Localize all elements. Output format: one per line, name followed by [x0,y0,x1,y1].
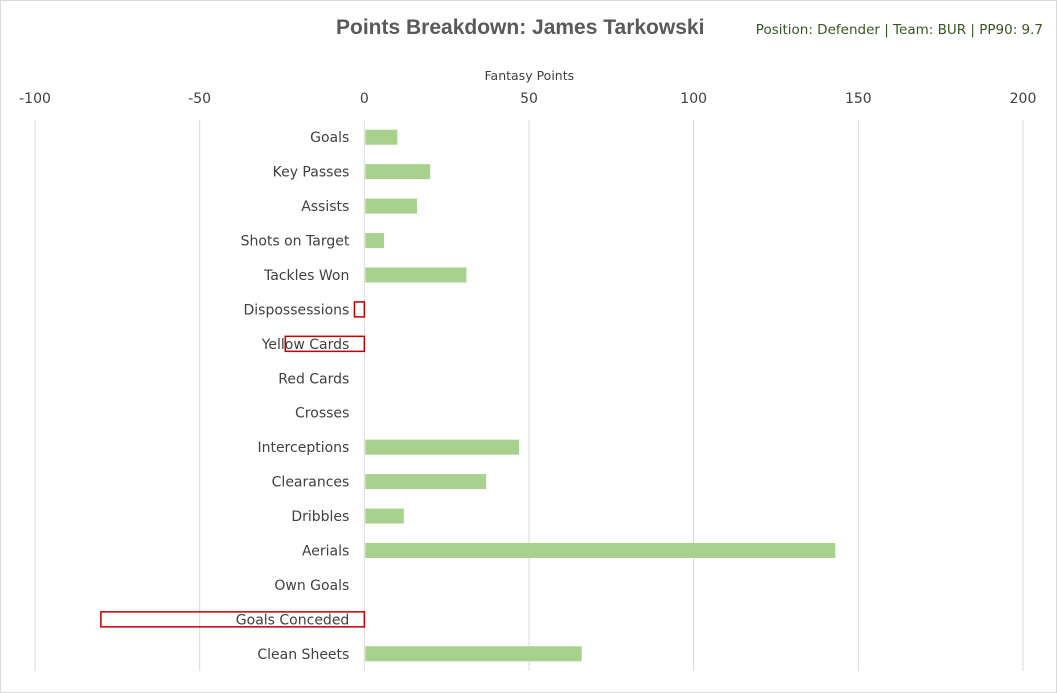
chart-title: Points Breakdown: James Tarkowski [336,16,705,39]
bar [365,646,582,662]
chart-subtitle: Position: Defender | Team: BUR | PP90: 9… [755,22,1043,38]
bar [365,198,418,214]
bar [365,233,385,249]
bar [365,267,467,283]
x-tick-label: -50 [188,91,211,107]
x-tick-label: 50 [520,91,538,107]
bar [365,474,487,490]
category-label: Interceptions [257,440,349,456]
bar [353,301,366,318]
category-label: Goals Conceded [236,612,350,628]
category-label: Clean Sheets [257,647,349,663]
gridlines [34,120,1024,671]
category-label: Own Goals [274,578,349,594]
category-label: Dribbles [291,509,349,525]
bar [365,164,431,180]
category-labels: Goals Key Passes Assists Shots on Target Tac… [236,130,350,663]
category-label: Red Cards [278,371,349,387]
bar [365,439,520,455]
category-label: Assists [301,199,349,215]
x-tick-label: 100 [680,91,707,107]
x-tick-label: -100 [19,91,51,107]
category-label: Key Passes [273,165,350,181]
category-label: Yellow Cards [261,337,350,353]
category-label: Crosses [295,406,349,422]
category-label: Dispossessions [244,302,350,318]
bar [100,611,366,628]
category-label: Tackles Won [263,268,349,284]
category-label: Aerials [302,543,349,559]
x-tick-labels: -100 -50 0 50 100 150 200 [19,91,1036,107]
category-label: Shots on Target [241,234,350,250]
bar [284,335,366,353]
bars [100,129,836,662]
bar [365,508,404,524]
bar [365,542,836,558]
x-tick-label: 150 [845,91,872,107]
category-label: Goals [310,130,349,146]
x-axis-title: Fantasy Points [485,68,575,83]
category-label: Clearances [272,475,350,491]
x-tick-label: 0 [360,91,369,107]
bar [365,129,398,145]
x-tick-label: 200 [1010,91,1037,107]
